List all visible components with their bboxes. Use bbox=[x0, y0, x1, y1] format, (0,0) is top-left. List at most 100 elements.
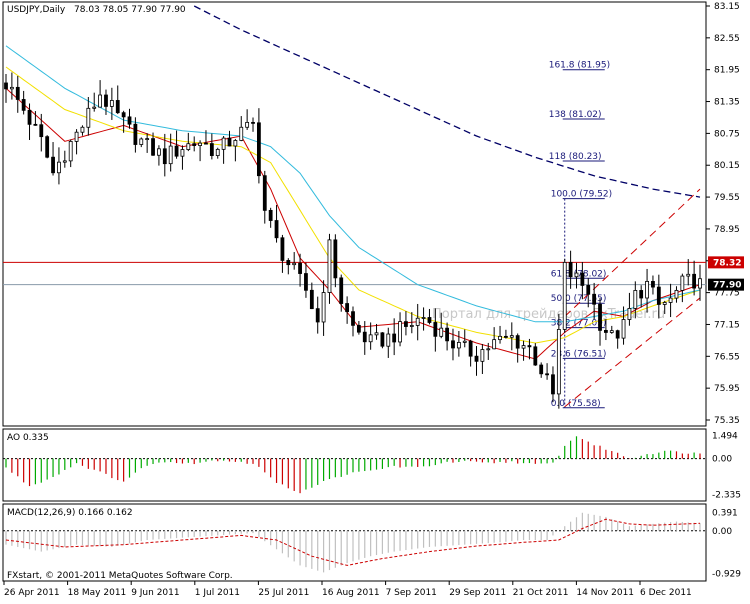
x-tick-label: 26 Apr 2011 bbox=[4, 588, 60, 598]
candle-body bbox=[421, 317, 426, 319]
copyright-text: FXstart, © 2001-2011 MetaQuotes Software… bbox=[7, 571, 233, 581]
candle-body bbox=[404, 321, 408, 327]
candle-body bbox=[104, 94, 108, 107]
candle-body bbox=[174, 145, 179, 157]
candle-body bbox=[227, 137, 232, 147]
x-tick-label: 6 Dec 2011 bbox=[640, 588, 692, 598]
y-tick-label: 83.15 bbox=[714, 2, 740, 12]
candle-body bbox=[374, 332, 379, 336]
candle-body bbox=[221, 137, 226, 150]
candle-body bbox=[127, 116, 132, 125]
candle-body bbox=[368, 334, 373, 343]
candle-body bbox=[427, 317, 432, 323]
candle-body bbox=[262, 175, 267, 211]
y-tick-label: 80.75 bbox=[714, 129, 740, 139]
candle-body bbox=[539, 364, 544, 375]
candle-body bbox=[627, 308, 632, 320]
candle-body bbox=[445, 327, 450, 342]
candle-body bbox=[509, 335, 514, 338]
candle-body bbox=[351, 311, 355, 326]
candle-body bbox=[251, 121, 255, 124]
candle-body bbox=[568, 261, 573, 278]
ma-line bbox=[5, 66, 701, 344]
candle-body bbox=[168, 145, 173, 165]
ma-line bbox=[5, 45, 701, 323]
candle-body bbox=[62, 160, 67, 163]
ao-y-tick-label: 0.00 bbox=[712, 455, 732, 465]
macd-panel-frame bbox=[2, 503, 707, 582]
fib-label: 38.2 (77.09) bbox=[551, 319, 607, 329]
candle-body bbox=[362, 331, 367, 343]
macd-signal-line bbox=[5, 518, 701, 566]
x-tick-label: 16 Aug 2011 bbox=[322, 588, 380, 598]
candle-body bbox=[456, 342, 461, 349]
candle-body bbox=[392, 333, 397, 343]
candle-body bbox=[4, 82, 8, 90]
candle-body bbox=[533, 346, 538, 366]
ma-line bbox=[193, 5, 701, 198]
candle-body bbox=[486, 348, 491, 351]
candle-body bbox=[674, 289, 679, 299]
candle-body bbox=[204, 142, 208, 145]
candle-body bbox=[515, 335, 520, 349]
candle-body bbox=[562, 261, 567, 330]
y-tick-label: 81.35 bbox=[714, 98, 740, 108]
candle-body bbox=[409, 325, 414, 327]
candle-body bbox=[492, 339, 497, 350]
candle-body bbox=[680, 275, 685, 291]
fib-label: 161.8 (81.95) bbox=[549, 61, 610, 71]
candle-body bbox=[292, 262, 297, 266]
y-tick-label: 75.95 bbox=[714, 384, 740, 394]
candle-body bbox=[209, 143, 214, 156]
candle-body bbox=[74, 131, 79, 142]
channel-upper-line bbox=[564, 188, 701, 317]
candle-body bbox=[521, 345, 526, 349]
candle-body bbox=[615, 330, 620, 339]
candle-body bbox=[145, 138, 150, 141]
watermark-text: Портал для трейдеров FxTrader.ru bbox=[432, 307, 665, 322]
candle-body bbox=[633, 290, 638, 309]
candle-body bbox=[645, 281, 649, 299]
fib-label: 50.0 (77.55) bbox=[551, 294, 607, 304]
candle-body bbox=[698, 278, 702, 289]
candle-body bbox=[662, 302, 667, 305]
price-tag bbox=[708, 278, 744, 291]
candle-body bbox=[598, 303, 602, 331]
candle-body bbox=[268, 209, 273, 221]
candle-body bbox=[609, 330, 614, 333]
x-tick-label: 1 Jul 2011 bbox=[195, 588, 240, 598]
candle-body bbox=[286, 260, 291, 266]
y-tick-label: 82.55 bbox=[714, 34, 740, 44]
candle-body bbox=[45, 136, 50, 158]
candle-body bbox=[21, 99, 26, 111]
candle-body bbox=[256, 122, 261, 177]
macd-y-tick-label: 0.00 bbox=[712, 527, 732, 537]
candle-body bbox=[603, 329, 608, 333]
candle-body bbox=[345, 303, 350, 313]
candle-body bbox=[109, 100, 114, 107]
candle-body bbox=[98, 94, 103, 108]
candle-body bbox=[215, 148, 220, 156]
candle-body bbox=[439, 327, 444, 337]
candle-body bbox=[233, 140, 238, 147]
candle-body bbox=[580, 272, 585, 286]
y-tick-label: 81.95 bbox=[714, 66, 740, 76]
candle-body bbox=[309, 289, 314, 310]
y-tick-label: 77.75 bbox=[714, 289, 740, 299]
candle-body bbox=[151, 138, 155, 156]
candle-body bbox=[15, 86, 20, 100]
candle-body bbox=[298, 262, 302, 274]
x-tick-label: 18 May 2011 bbox=[68, 588, 127, 598]
candle-body bbox=[80, 126, 85, 133]
x-tick-label: 25 Jul 2011 bbox=[258, 588, 309, 598]
y-tick-label: 76.55 bbox=[714, 352, 740, 362]
fib-label: 61.8 (78.02) bbox=[551, 269, 607, 279]
candle-body bbox=[51, 156, 55, 174]
candle-body bbox=[380, 332, 385, 347]
channel-lower-line bbox=[564, 297, 701, 408]
candle-body bbox=[192, 143, 197, 146]
candle-body bbox=[280, 237, 285, 261]
candle-body bbox=[315, 308, 320, 323]
candle-body bbox=[186, 143, 191, 150]
candle-body bbox=[498, 335, 502, 341]
